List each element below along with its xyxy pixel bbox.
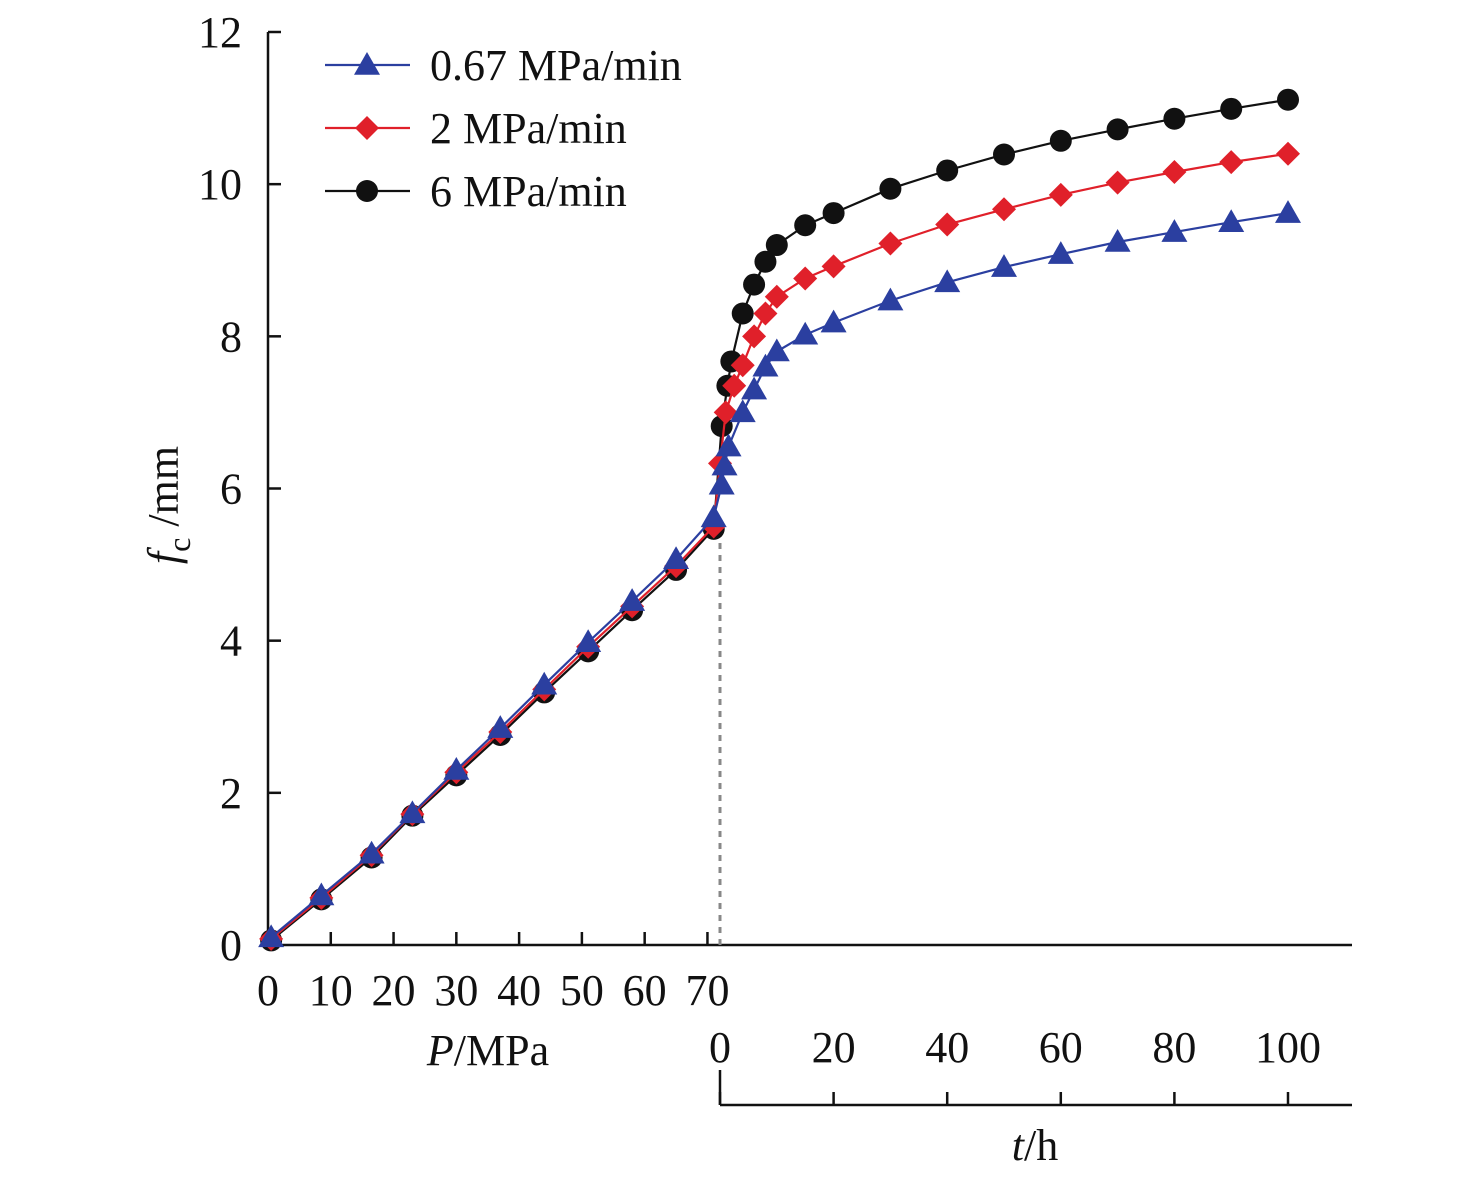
x-axis-pressure-title: P/MPa	[426, 1026, 549, 1075]
data-point	[1276, 141, 1300, 166]
data-point	[700, 504, 727, 528]
data-point	[443, 757, 470, 780]
data-point	[741, 376, 768, 400]
data-point	[713, 400, 738, 425]
y-tick-label: 8	[220, 312, 242, 361]
y-tick-label: 6	[220, 465, 242, 514]
legend-label: 2 MPa/min	[430, 104, 627, 153]
x-pressure-tick-label: 0	[257, 966, 279, 1015]
data-point	[731, 302, 754, 325]
x-pressure-tick-label: 20	[372, 966, 416, 1015]
data-point	[877, 287, 904, 311]
data-point	[575, 629, 602, 652]
data-point	[821, 254, 846, 279]
x-pressure-tick-label: 70	[685, 966, 729, 1015]
x-pressure-tick-label: 50	[560, 966, 604, 1015]
data-point	[487, 715, 514, 738]
data-point	[794, 214, 817, 237]
plot-area	[258, 88, 1301, 952]
x-time-tick-label: 40	[925, 1023, 969, 1072]
y-axis-title: fc /mm	[139, 446, 197, 564]
data-point	[355, 116, 379, 140]
data-point	[730, 353, 755, 378]
axes: 0 2 4 6 8 10 12 0 10 20 30 40 50 60 70 0 20 40 60 80 100	[198, 8, 1352, 1107]
data-point	[820, 309, 847, 333]
x-time-tick-label: 100	[1255, 1023, 1321, 1072]
data-point	[1048, 182, 1073, 207]
data-point	[1161, 219, 1188, 242]
x-time-tick-label: 60	[1039, 1023, 1083, 1072]
data-point	[1277, 88, 1299, 111]
data-point	[258, 924, 285, 948]
data-point	[1104, 228, 1131, 252]
data-point	[715, 433, 742, 457]
data-point	[765, 234, 788, 257]
data-point	[934, 269, 961, 293]
data-point	[354, 52, 380, 75]
data-point	[356, 180, 378, 202]
data-point	[1162, 159, 1187, 184]
legend-label: 0.67 MPa/min	[430, 41, 682, 90]
data-point	[1219, 150, 1244, 175]
series-line	[270, 152, 1289, 940]
x-pressure-tick-label: 30	[434, 966, 478, 1015]
data-point	[993, 143, 1015, 166]
data-point	[708, 471, 735, 495]
data-point	[763, 338, 790, 362]
data-point	[793, 266, 818, 291]
data-point	[752, 353, 779, 377]
y-tick-label: 4	[220, 617, 242, 666]
data-point	[308, 882, 335, 906]
data-point	[619, 588, 646, 611]
data-point	[754, 250, 777, 273]
y-tick-label: 0	[220, 921, 242, 970]
data-point	[711, 452, 738, 476]
data-point	[399, 800, 426, 824]
y-tick-label: 2	[220, 769, 242, 818]
data-point	[722, 373, 747, 398]
data-point	[1047, 241, 1074, 264]
data-point	[879, 177, 902, 200]
y-tick-label: 12	[198, 8, 242, 57]
x-axis-time-title: t/h	[1012, 1121, 1058, 1170]
data-point	[764, 284, 789, 309]
x-pressure-tick-label: 60	[623, 966, 667, 1015]
data-point	[822, 202, 845, 225]
data-point	[935, 212, 960, 237]
data-point	[1105, 170, 1130, 195]
x-pressure-tick-label: 40	[497, 966, 541, 1015]
data-point	[1163, 107, 1186, 130]
data-point	[792, 321, 819, 345]
series-line	[270, 212, 1289, 939]
data-point	[729, 399, 756, 423]
data-point	[878, 231, 903, 256]
data-point	[663, 546, 690, 570]
data-point	[991, 254, 1017, 277]
legend: 0.67 MPa/min 2 MPa/min 6 MPa/min	[325, 41, 682, 216]
data-point	[358, 840, 385, 864]
legend-label: 6 MPa/min	[430, 167, 627, 216]
x-time-tick-label: 80	[1152, 1023, 1196, 1072]
x-time-tick-label: 20	[812, 1023, 856, 1072]
data-point	[1049, 129, 1072, 152]
data-point	[742, 324, 767, 349]
data-point	[753, 301, 778, 326]
data-point	[1220, 97, 1243, 120]
x-pressure-tick-label: 10	[309, 966, 353, 1015]
data-point	[992, 197, 1016, 222]
y-tick-label: 10	[198, 160, 242, 209]
data-point	[1106, 118, 1129, 141]
data-point	[1275, 200, 1301, 223]
data-point	[743, 273, 766, 296]
data-point	[531, 671, 558, 695]
series-line	[270, 98, 1289, 942]
x-time-tick-label: 0	[709, 1023, 731, 1072]
data-point	[1218, 209, 1245, 232]
data-point	[936, 159, 959, 182]
